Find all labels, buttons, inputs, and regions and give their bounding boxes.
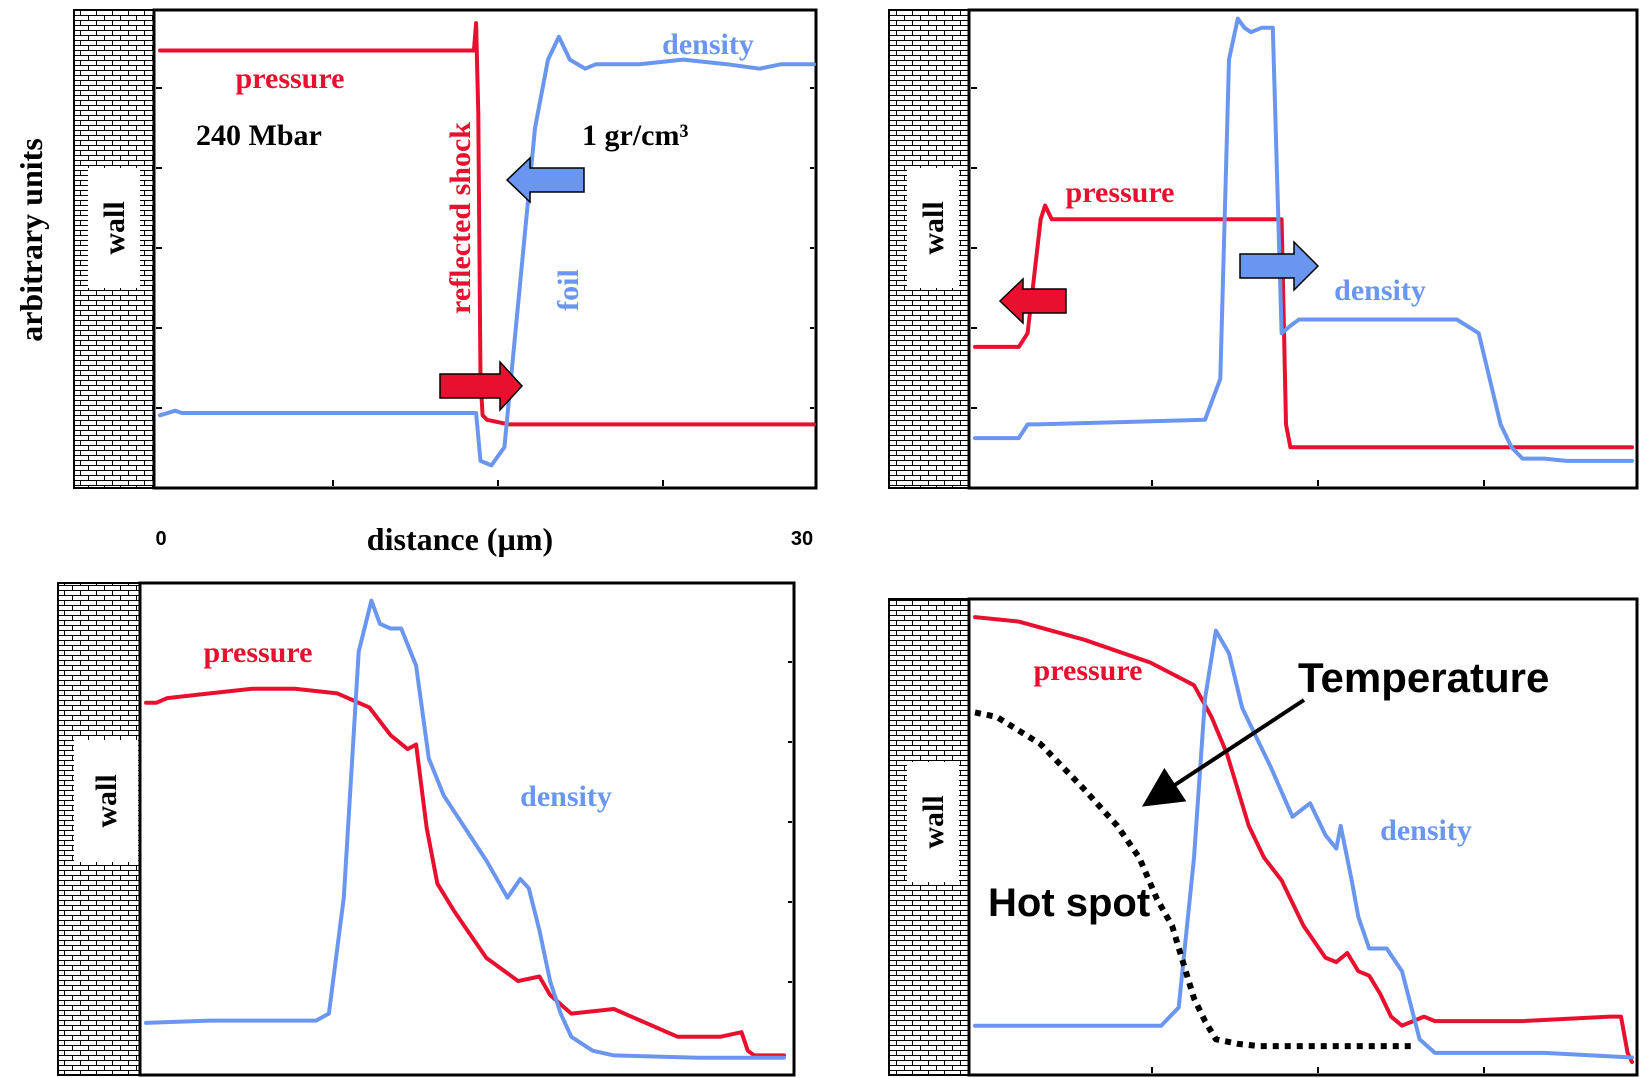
- series-line-density-top-left: [158, 34, 816, 468]
- legend-pressure-top-right: pressure: [1066, 176, 1175, 209]
- series-group-bottom-right: [973, 615, 1634, 1064]
- ticks-top-right: [971, 87, 1485, 486]
- annotation-hot-spot: Hot spot: [988, 881, 1150, 925]
- series-line-density-top-right: [973, 16, 1634, 463]
- wall-label-bottom-right: wall: [917, 795, 950, 848]
- legend-density-top-right: density: [1334, 274, 1426, 307]
- plot-frame-top-right: [967, 8, 1639, 490]
- plot-frame-bottom-left: [138, 581, 796, 1077]
- series-line-pressure-top-right: [973, 203, 1634, 450]
- wall-label-top-right: wall: [917, 201, 950, 254]
- panel-top-right: wall pressure density: [888, 8, 1639, 490]
- plot-frame-bottom-right: [967, 597, 1639, 1077]
- ticks-bottom-left: [788, 661, 792, 983]
- annotation-foil: foil: [552, 269, 585, 311]
- series-line-density-bottom-right: [973, 628, 1634, 1060]
- panel-top-left: wall pressure density 240 Mbar 1 gr/cm³ …: [73, 8, 818, 490]
- y-axis-label: arbitrary units: [13, 138, 49, 342]
- ticks-top-left: [156, 87, 814, 486]
- series-line-pressure-bottom-left: [144, 686, 786, 1058]
- wall-label-box-bottom-right: [907, 762, 959, 882]
- ticks-bottom-right: [1151, 1067, 1485, 1073]
- plot-frame-top-left: [152, 8, 818, 490]
- arrow-red-right-top-left: [439, 360, 524, 412]
- arrow-red-left-top-right: [998, 277, 1067, 325]
- legend-density-top-left: density: [662, 28, 754, 61]
- wall-label-box-top-right: [907, 168, 959, 288]
- series-line-pressure-top-left: [158, 21, 816, 427]
- legend-pressure-top-left: pressure: [236, 62, 345, 95]
- arrow-blue-left-top-left: [505, 156, 585, 204]
- panel-bottom-left: wall pressure density: [57, 581, 796, 1077]
- series-line-temperature-bottom-right: [974, 709, 1413, 1050]
- legend-density-bottom-right: density: [1380, 814, 1472, 847]
- wall-label-top-left: wall: [98, 201, 131, 254]
- series-group-top-right: [973, 16, 1634, 463]
- series-line-density-bottom-left: [144, 598, 786, 1060]
- annotation-temperature: Temperature: [1298, 654, 1549, 701]
- panel-bottom-right: wall pressure density Temperature Hot sp…: [888, 597, 1639, 1077]
- legend-density-bottom-left: density: [520, 780, 612, 813]
- series-line-pressure-bottom-right: [973, 615, 1634, 1064]
- series-group-bottom-left: [144, 598, 786, 1060]
- x-tick-start: 0: [155, 528, 166, 550]
- legend-pressure-bottom-left: pressure: [204, 636, 313, 669]
- arrow-blue-right-top-right: [1239, 240, 1320, 292]
- series-group-top-left: [158, 21, 816, 468]
- temperature-pointer-arrow: [1141, 698, 1306, 807]
- x-tick-end: 30: [791, 528, 813, 550]
- legend-pressure-bottom-right: pressure: [1034, 654, 1143, 687]
- annotation-1-gr-cm3: 1 gr/cm³: [582, 119, 688, 152]
- wall-label-bottom-left: wall: [90, 774, 123, 827]
- x-axis-label: distance (µm): [367, 521, 553, 557]
- wall-label-box-bottom-left: [74, 740, 138, 862]
- annotation-reflected-shock: reflected shock: [444, 122, 477, 314]
- annotation-240-mbar: 240 Mbar: [196, 119, 322, 152]
- wall-label-box-top-left: [88, 168, 140, 288]
